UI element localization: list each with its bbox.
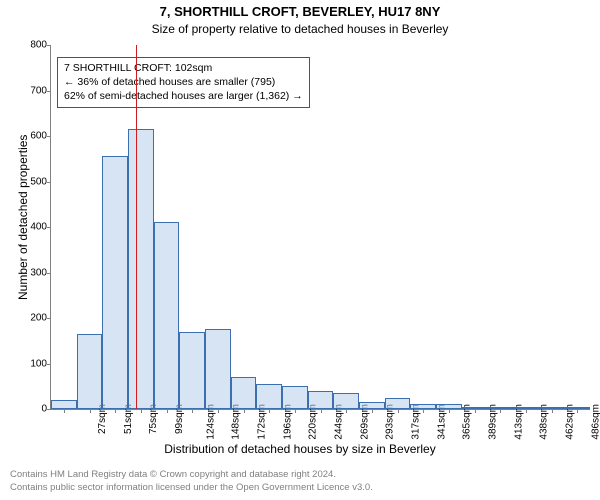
y-tick-label: 0 [13,404,47,415]
histogram-bar [359,402,385,409]
x-tick-mark [346,409,347,413]
property-marker-line [136,45,137,409]
x-tick-mark [115,409,116,413]
x-tick-label: 269sqm [359,404,370,440]
x-tick-label: 438sqm [539,404,550,440]
x-tick-mark [449,409,450,413]
x-tick-label: 172sqm [256,404,267,440]
x-tick-mark [269,409,270,413]
x-tick-mark [526,409,527,413]
histogram-bar [231,377,257,409]
x-tick-label: 293sqm [385,404,396,440]
x-tick-mark [321,409,322,413]
x-tick-mark [475,409,476,413]
x-tick-label: 244sqm [333,404,344,440]
x-tick-mark [141,409,142,413]
x-tick-mark [423,409,424,413]
y-tick-mark [47,409,51,410]
y-tick-mark [47,45,51,46]
x-axis-label: Distribution of detached houses by size … [0,442,600,456]
x-tick-mark [244,409,245,413]
y-tick-mark [47,273,51,274]
y-tick-mark [47,182,51,183]
x-tick-label: 124sqm [205,404,216,440]
x-tick-label: 413sqm [513,404,524,440]
y-tick-label: 500 [13,176,47,187]
histogram-bar [128,129,154,409]
x-tick-mark [500,409,501,413]
histogram-bar [77,334,103,409]
y-tick-label: 300 [13,267,47,278]
histogram-plot-area: 7 SHORTHILL CROFT: 102sqm ← 36% of detac… [50,45,590,410]
x-tick-mark [372,409,373,413]
x-tick-mark [192,409,193,413]
histogram-bar [179,332,205,409]
histogram-bar [385,398,411,409]
y-tick-label: 700 [13,85,47,96]
attribution-text: Contains HM Land Registry data © Crown c… [10,469,590,494]
annotation-line-1: 7 SHORTHILL CROFT: 102sqm [64,61,303,75]
x-tick-mark [167,409,168,413]
x-tick-mark [218,409,219,413]
x-tick-label: 341sqm [436,404,447,440]
chart-title-sub: Size of property relative to detached ho… [0,22,600,36]
annotation-line-2: ← 36% of detached houses are smaller (79… [64,75,303,89]
x-tick-label: 148sqm [231,404,242,440]
attribution-line-1: Contains HM Land Registry data © Crown c… [10,469,590,481]
histogram-bar [308,391,334,409]
x-tick-mark [295,409,296,413]
x-tick-mark [552,409,553,413]
y-tick-label: 200 [13,313,47,324]
histogram-bar [256,384,282,409]
x-tick-label: 317sqm [410,404,421,440]
attribution-line-2: Contains public sector information licen… [10,482,590,494]
chart-title-main: 7, SHORTHILL CROFT, BEVERLEY, HU17 8NY [0,4,600,19]
y-tick-label: 400 [13,222,47,233]
y-tick-label: 100 [13,358,47,369]
x-tick-label: 196sqm [282,404,293,440]
histogram-bar [205,329,231,409]
x-tick-mark [398,409,399,413]
y-tick-mark [47,318,51,319]
x-tick-label: 365sqm [462,404,473,440]
x-tick-mark [90,409,91,413]
histogram-bar [154,222,180,409]
x-tick-label: 486sqm [590,404,600,440]
property-annotation-box: 7 SHORTHILL CROFT: 102sqm ← 36% of detac… [57,57,310,108]
x-tick-label: 462sqm [564,404,575,440]
x-tick-label: 220sqm [308,404,319,440]
annotation-line-3: 62% of semi-detached houses are larger (… [64,89,303,103]
y-tick-mark [47,227,51,228]
histogram-bar [333,393,359,409]
y-tick-mark [47,91,51,92]
x-tick-mark [64,409,65,413]
y-tick-mark [47,364,51,365]
histogram-bar [102,156,128,409]
x-tick-mark [577,409,578,413]
y-tick-mark [47,136,51,137]
histogram-bar [51,400,77,409]
histogram-bar [282,386,308,409]
y-tick-label: 600 [13,131,47,142]
y-tick-label: 800 [13,40,47,51]
x-tick-label: 389sqm [487,404,498,440]
